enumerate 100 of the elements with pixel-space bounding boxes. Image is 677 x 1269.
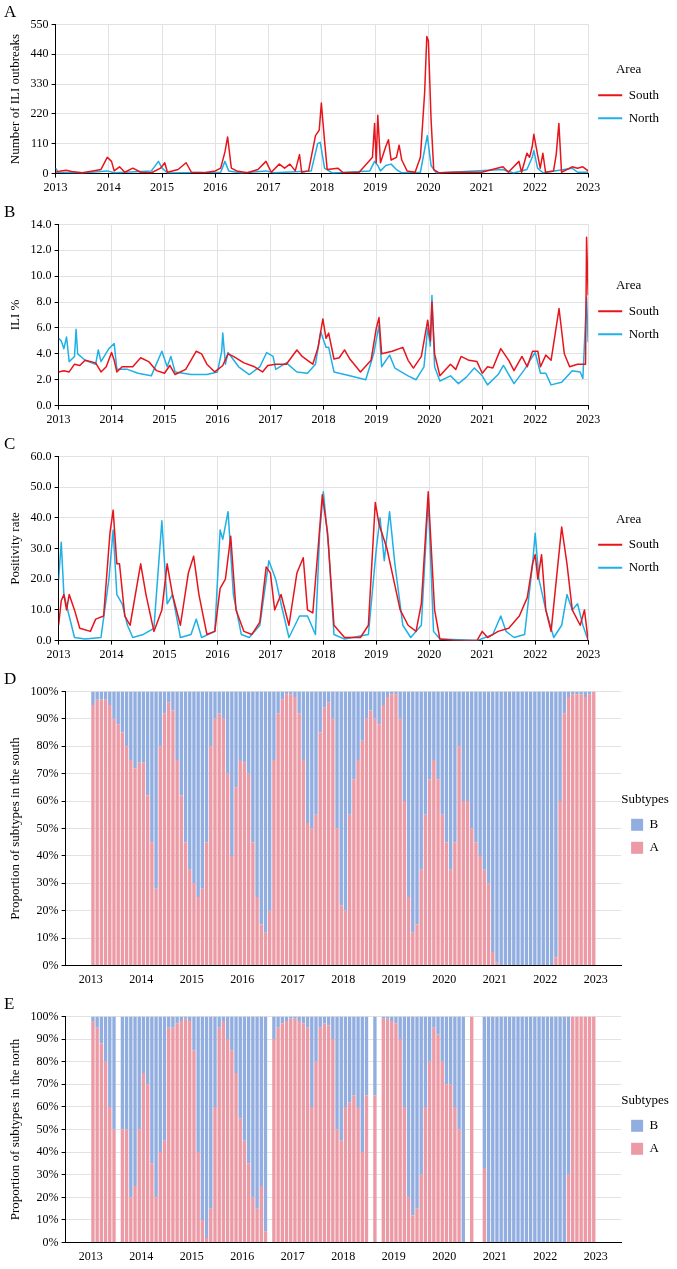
y-tick-label: 50% xyxy=(36,1121,59,1136)
legend-label: North xyxy=(628,559,660,575)
bar xyxy=(133,691,137,769)
y-tick-label: 50.0 xyxy=(30,479,52,494)
x-tick-label: 2018 xyxy=(331,971,356,986)
bar xyxy=(112,1016,116,1130)
x-tick-label: 2018 xyxy=(311,646,336,661)
bar xyxy=(175,1016,179,1024)
x-tick-label: 2016 xyxy=(205,411,230,426)
bar xyxy=(516,1016,520,1243)
x-tick-label: 2020 xyxy=(417,411,442,426)
legend-title: Area xyxy=(615,277,642,293)
x-tick-label: 2022 xyxy=(523,646,548,661)
y-tick-label: 100% xyxy=(30,1008,59,1023)
y-tick-label: 20.0 xyxy=(30,571,52,586)
x-tick-label: 2021 xyxy=(482,971,507,986)
legend-label: South xyxy=(628,86,660,102)
x-tick-label: 2018 xyxy=(309,179,334,194)
bar xyxy=(432,1027,436,1243)
bar xyxy=(495,1016,499,1243)
bar xyxy=(533,691,537,966)
x-tick-label: 2013 xyxy=(78,1248,103,1263)
x-tick-label: 2021 xyxy=(470,411,495,426)
y-axis-title: ILI % xyxy=(7,299,23,331)
legend-title: Subtypes xyxy=(621,1091,669,1107)
x-tick-label: 2023 xyxy=(583,1248,608,1263)
bar xyxy=(352,1095,356,1243)
y-tick-label: 0.0 xyxy=(36,632,52,647)
bar xyxy=(579,694,583,966)
x-tick-label: 2013 xyxy=(78,971,103,986)
bar xyxy=(154,691,158,889)
x-tick-label: 2014 xyxy=(99,411,124,426)
x-tick-label: 2018 xyxy=(331,1248,356,1263)
x-tick-label: 2019 xyxy=(364,646,389,661)
bar xyxy=(297,1016,301,1021)
bar xyxy=(293,1018,297,1243)
bar xyxy=(394,1023,398,1243)
legend-title: Subtypes xyxy=(621,790,669,806)
bar xyxy=(154,1016,158,1198)
chart-title: A xyxy=(4,1,17,21)
bar xyxy=(579,1016,583,1243)
y-tick-label: 6.0 xyxy=(36,320,52,335)
y-tick-label: 14.0 xyxy=(30,216,52,231)
x-tick-label: 2021 xyxy=(470,646,495,661)
y-tick-label: 30.0 xyxy=(30,540,52,555)
x-tick-label: 2018 xyxy=(311,411,336,426)
y-tick-label: 0.0 xyxy=(36,397,52,412)
y-tick-label: 0% xyxy=(42,1234,59,1249)
bar xyxy=(575,1016,579,1243)
bar xyxy=(457,746,461,966)
x-tick-label: 2017 xyxy=(280,1248,305,1263)
bar xyxy=(554,1016,558,1243)
x-tick-label: 2013 xyxy=(46,411,71,426)
y-tick-label: 50% xyxy=(36,820,59,835)
bar xyxy=(293,1016,297,1019)
y-tick-label: 60.0 xyxy=(30,448,52,463)
x-tick-label: 2023 xyxy=(576,411,601,426)
y-tick-label: 60% xyxy=(36,1099,59,1114)
x-tick-label: 2014 xyxy=(99,646,124,661)
y-tick-label: 40% xyxy=(36,848,59,863)
y-tick-label: 100% xyxy=(30,683,59,698)
chart-title: E xyxy=(4,993,15,1013)
x-tick-label: 2022 xyxy=(533,1248,558,1263)
x-tick-label: 2019 xyxy=(364,411,389,426)
y-tick-label: 10% xyxy=(36,1212,59,1227)
legend-label: South xyxy=(628,302,660,318)
y-axis-title: Positivity rate xyxy=(7,511,23,585)
x-tick-label: 2022 xyxy=(522,179,547,194)
bar xyxy=(297,1020,301,1243)
legend-title: Area xyxy=(615,510,642,526)
bar xyxy=(533,1016,537,1243)
y-tick-label: 30% xyxy=(36,875,59,890)
bar xyxy=(499,1016,503,1243)
y-tick-label: 30% xyxy=(36,1166,59,1181)
y-tick-label: 40% xyxy=(36,1144,59,1159)
bar xyxy=(377,691,381,725)
bar xyxy=(255,1016,259,1209)
bar xyxy=(495,691,499,963)
y-tick-label: 20% xyxy=(36,1189,59,1204)
y-tick-label: 80% xyxy=(36,1053,59,1068)
x-tick-label: 2016 xyxy=(203,179,228,194)
legend-label: South xyxy=(628,536,660,552)
y-tick-label: 70% xyxy=(36,765,59,780)
y-tick-label: 0 xyxy=(42,165,49,180)
x-tick-label: 2015 xyxy=(150,179,175,194)
bar xyxy=(175,1023,179,1243)
bar xyxy=(558,1016,562,1243)
x-tick-label: 2017 xyxy=(280,971,305,986)
bar xyxy=(171,1016,175,1028)
y-tick-label: 80% xyxy=(36,738,59,753)
y-tick-label: 110 xyxy=(31,135,49,150)
y-tick-label: 20% xyxy=(36,902,59,917)
x-tick-label: 2022 xyxy=(533,971,558,986)
x-tick-label: 2015 xyxy=(179,1248,204,1263)
bar xyxy=(499,691,503,966)
bar xyxy=(276,1027,280,1243)
x-tick-label: 2022 xyxy=(523,411,548,426)
bar xyxy=(537,691,541,966)
x-tick-label: 2013 xyxy=(46,646,71,661)
y-axis-title: Proportion of subtypes in the south xyxy=(7,736,23,920)
